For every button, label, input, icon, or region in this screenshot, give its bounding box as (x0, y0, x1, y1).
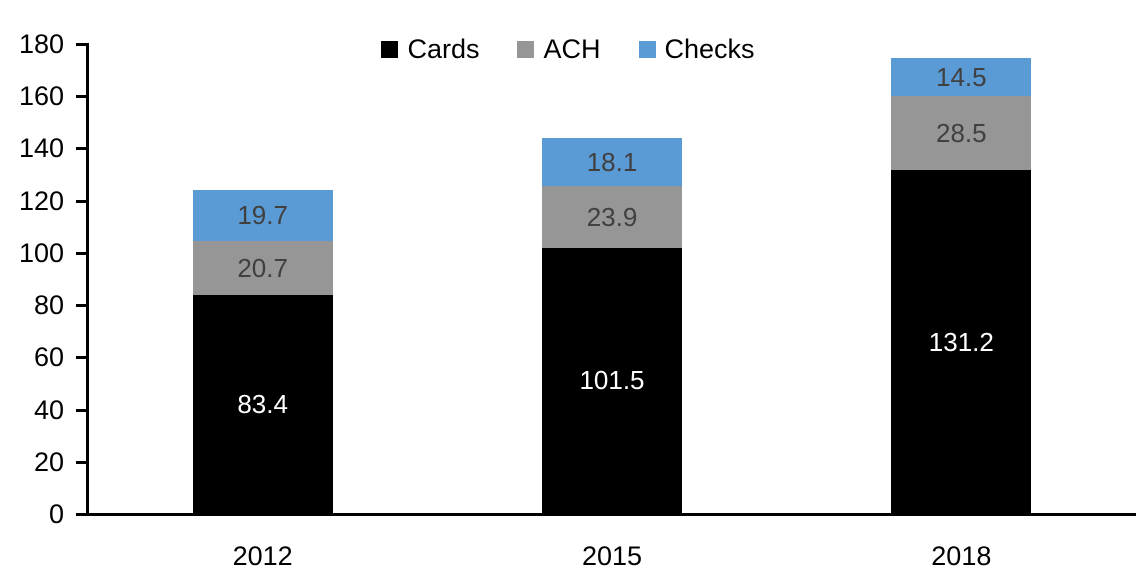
y-tick-mark (76, 147, 87, 151)
legend-marker-ach (517, 41, 535, 58)
data-label: 20.7 (237, 253, 288, 284)
x-axis-line (76, 513, 1136, 516)
y-tick-mark (76, 43, 87, 46)
data-label: 83.4 (237, 389, 288, 420)
y-tick-label: 100 (18, 237, 64, 268)
y-tick-label: 60 (33, 342, 64, 373)
y-tick-mark (76, 95, 87, 99)
bar-segment-cards-2018: 131.2 (891, 170, 1032, 513)
y-tick-mark (76, 199, 87, 203)
data-label: 14.5 (936, 62, 987, 93)
y-tick-label: 160 (18, 81, 64, 112)
data-label: 101.5 (579, 365, 645, 396)
y-tick-label: 140 (18, 133, 64, 164)
data-label: 28.5 (936, 118, 987, 149)
data-label: 18.1 (586, 146, 638, 177)
y-tick-mark (76, 460, 87, 464)
legend-label: Cards (407, 34, 480, 64)
y-tick-label: 0 (48, 499, 64, 529)
y-tick-label: 180 (18, 29, 64, 59)
x-tick-label-2018: 2018 (931, 541, 992, 571)
y-tick-label: 120 (18, 185, 64, 216)
y-tick-label: 80 (33, 290, 64, 321)
bar-segment-cards-2015: 101.5 (542, 247, 682, 513)
bar-2012: 19.7 20.7 83.4 (192, 189, 333, 513)
legend-marker-cards (381, 41, 399, 58)
y-tick-label: 20 (33, 446, 64, 477)
bar-segment-ach-2018: 28.5 (891, 96, 1032, 171)
legend-item-ach: ACH (517, 34, 601, 64)
bar-2015: 18.1 23.9 101.5 (542, 138, 682, 513)
bar-segment-checks-2018: 14.5 (891, 58, 1032, 96)
y-tick-mark (76, 408, 87, 412)
x-tick-label-2012: 2012 (232, 541, 293, 571)
data-label: 23.9 (586, 201, 638, 232)
bar-segment-ach-2012: 20.7 (192, 241, 333, 296)
bar-segment-checks-2015: 18.1 (542, 138, 682, 186)
y-tick-label: 40 (33, 394, 64, 425)
bar-segment-ach-2015: 23.9 (542, 185, 682, 248)
legend-label: ACH (543, 34, 601, 64)
legend-label: Checks (664, 34, 755, 64)
y-tick-mark (76, 304, 87, 308)
y-tick-mark (76, 513, 87, 516)
y-tick-mark (76, 356, 87, 360)
chart-legend: Cards ACH Checks (0, 36, 1136, 63)
y-axis-line (86, 43, 89, 516)
data-label: 131.2 (928, 326, 994, 357)
legend-item-checks: Checks (638, 34, 755, 64)
bar-2018: 14.5 28.5 131.2 (891, 58, 1032, 513)
legend-marker-checks (638, 41, 656, 58)
bar-segment-checks-2012: 19.7 (192, 189, 333, 242)
x-tick-label-2015: 2015 (581, 541, 643, 571)
legend-item-cards: Cards (381, 36, 479, 63)
data-label: 19.7 (237, 200, 288, 231)
bar-segment-cards-2012: 83.4 (192, 295, 333, 513)
y-tick-mark (76, 251, 87, 255)
